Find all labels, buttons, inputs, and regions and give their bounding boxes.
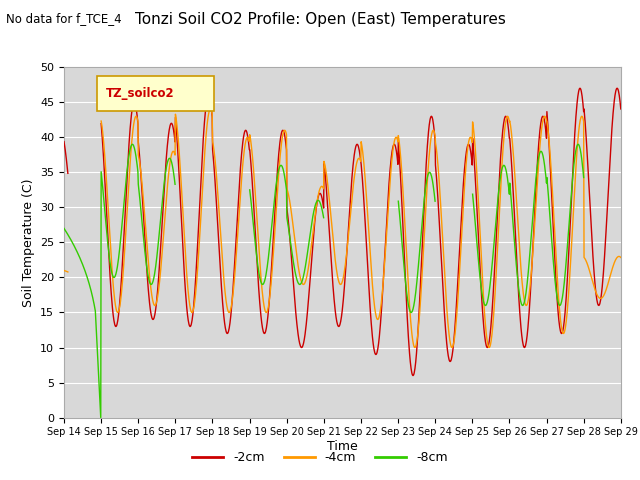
FancyBboxPatch shape	[97, 76, 214, 111]
Y-axis label: Soil Temperature (C): Soil Temperature (C)	[22, 178, 35, 307]
Text: TZ_soilco2: TZ_soilco2	[106, 87, 174, 100]
Text: Tonzi Soil CO2 Profile: Open (East) Temperatures: Tonzi Soil CO2 Profile: Open (East) Temp…	[134, 12, 506, 27]
Legend: -2cm, -4cm, -8cm: -2cm, -4cm, -8cm	[187, 446, 453, 469]
Text: No data for f_TCE_4: No data for f_TCE_4	[6, 12, 122, 25]
X-axis label: Time: Time	[327, 440, 358, 453]
